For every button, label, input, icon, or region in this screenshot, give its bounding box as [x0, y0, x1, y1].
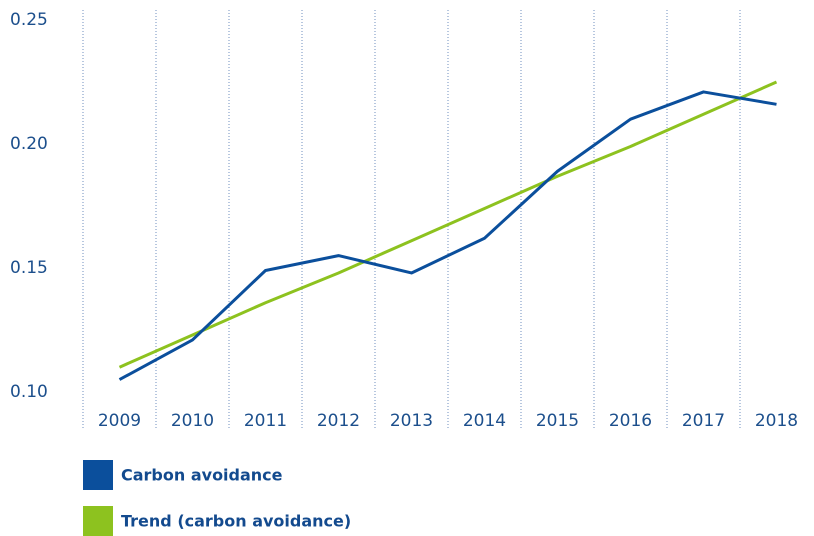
x-tick-label: 2017 [682, 411, 725, 431]
x-tick-label: 2011 [244, 411, 287, 431]
x-tick-label: 2013 [390, 411, 433, 431]
series-line [118, 90, 777, 381]
y-tick-label: 0.15 [10, 258, 48, 278]
x-tick-label: 2018 [755, 411, 798, 431]
x-tick-label: 2015 [536, 411, 579, 431]
x-tick-label: 2012 [317, 411, 360, 431]
x-tick-label: 2009 [98, 411, 141, 431]
x-tick-label: 2010 [171, 411, 214, 431]
y-tick-label: 0.10 [10, 382, 48, 402]
series-line [118, 80, 778, 369]
y-tick-label: 0.25 [10, 10, 48, 30]
legend-swatch [83, 506, 113, 536]
legend-swatch [83, 460, 113, 490]
legend-label: Trend (carbon avoidance) [121, 512, 351, 531]
x-tick-label: 2014 [463, 411, 506, 431]
x-tick-label: 2016 [609, 411, 652, 431]
y-tick-label: 0.20 [10, 134, 48, 154]
legend-label: Carbon avoidance [121, 466, 283, 485]
